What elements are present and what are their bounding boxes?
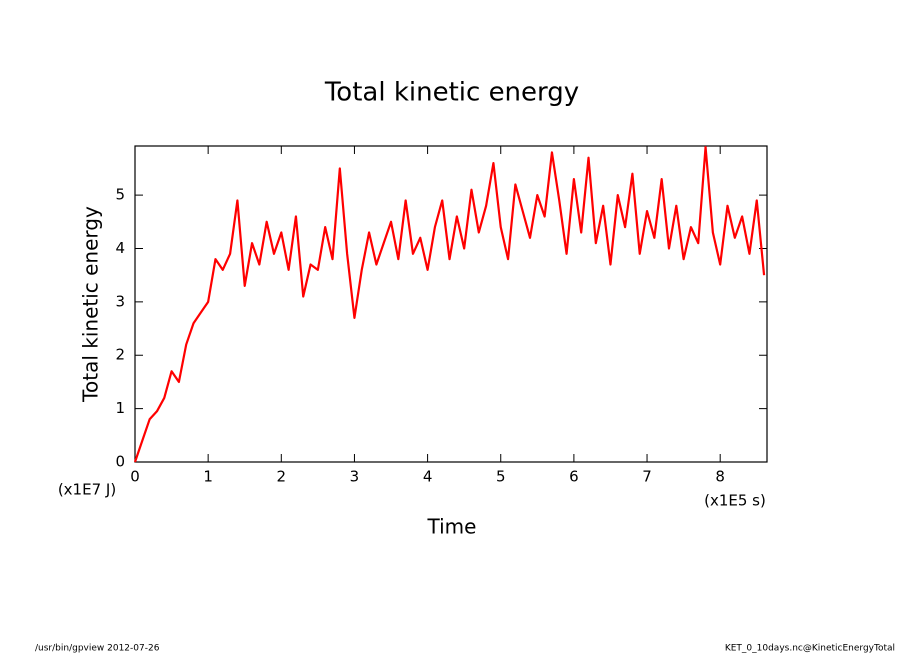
data-line (133, 145, 766, 463)
x-tick-label: 5 (496, 468, 506, 486)
footer-right: KET_0_10days.nc@KineticEnergyTotal (725, 644, 895, 654)
x-tick-label: 2 (277, 468, 287, 486)
plot-frame (134, 145, 768, 463)
y-tick-label: 2 (115, 346, 125, 364)
x-tick-label: 3 (350, 468, 360, 486)
y-tick-label: 5 (115, 186, 125, 204)
x-tick-label: 8 (715, 468, 725, 486)
y-unit: (x1E7 J) (58, 481, 116, 499)
x-tick-label: 1 (203, 468, 213, 486)
y-tick-label: 3 (115, 292, 125, 310)
footer-left: /usr/bin/gpview 2012-07-26 (35, 644, 160, 654)
y-tick-label: 0 (115, 453, 125, 471)
x-tick-label: 6 (569, 468, 579, 486)
y-tick-label: 1 (115, 399, 125, 417)
x-tick-label: 7 (642, 468, 652, 486)
chart-title: Total kinetic energy (324, 78, 579, 108)
y-axis-label: Total kinetic energy (79, 206, 103, 403)
x-tick-label: 4 (423, 468, 433, 486)
y-tick-label: 4 (115, 239, 125, 257)
x-unit: (x1E5 s) (704, 492, 766, 510)
x-tick-label: 0 (130, 468, 140, 486)
x-axis-label: Time (427, 515, 477, 539)
